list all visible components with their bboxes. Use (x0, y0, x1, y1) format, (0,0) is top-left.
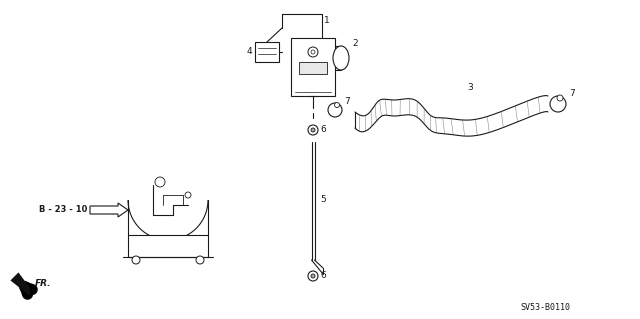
Text: 1: 1 (324, 16, 330, 25)
Circle shape (132, 256, 140, 264)
Text: SV53-B0110: SV53-B0110 (520, 303, 570, 312)
Circle shape (550, 96, 566, 112)
Circle shape (185, 192, 191, 198)
Circle shape (196, 256, 204, 264)
Text: FR.: FR. (35, 279, 51, 288)
Polygon shape (90, 203, 128, 217)
Bar (128, 235, 208, 257)
Circle shape (308, 271, 318, 281)
Polygon shape (10, 272, 30, 296)
Circle shape (557, 95, 563, 101)
Circle shape (328, 103, 342, 117)
Text: 3: 3 (467, 84, 473, 93)
Circle shape (311, 50, 315, 54)
Circle shape (311, 128, 315, 132)
Text: 4: 4 (246, 48, 252, 56)
Text: 6: 6 (320, 125, 326, 135)
Bar (255, 42, 279, 62)
Circle shape (308, 47, 318, 57)
Circle shape (155, 177, 165, 187)
Ellipse shape (333, 46, 349, 70)
Text: 6: 6 (320, 271, 326, 280)
Circle shape (335, 102, 339, 108)
Text: 5: 5 (320, 196, 326, 204)
Bar (291, 38, 335, 96)
Bar (299, 62, 327, 74)
Text: 7: 7 (569, 90, 575, 99)
Text: 2: 2 (352, 39, 358, 48)
Text: 7: 7 (344, 98, 349, 107)
Circle shape (308, 125, 318, 135)
Circle shape (311, 274, 315, 278)
Text: B - 23 - 10: B - 23 - 10 (38, 205, 87, 214)
